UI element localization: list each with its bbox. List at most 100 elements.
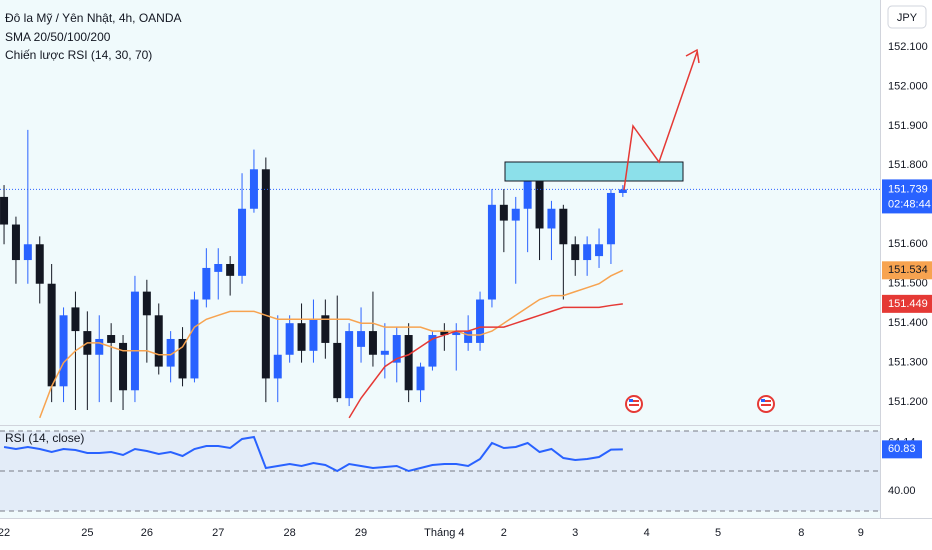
candle-body [273,354,282,379]
y-tick-label: 151.600 [888,238,928,250]
candle-body [523,181,532,209]
candle-body [95,338,104,355]
x-tick-label: 26 [141,527,153,539]
x-tick-label: 4 [644,527,650,539]
candle-body [547,208,556,229]
x-tick-label: 28 [284,527,296,539]
x-tick-label: 2 [501,527,507,539]
price-badge-label: 151.449 [888,298,928,310]
event-icon[interactable] [757,395,775,413]
candle-body [11,224,20,261]
candle-body [595,244,604,257]
candle-body [476,299,485,343]
candle-body [368,331,377,355]
candle-body [142,291,151,316]
rsi-badge [882,440,922,459]
y-tick-label: 151.400 [888,317,928,329]
zone-drawing [504,161,684,182]
candle-body [499,204,508,221]
candle-body [416,366,425,391]
candle-body [428,335,437,367]
x-tick-label: 22 [0,527,10,539]
candle-body [404,335,413,391]
candle-body [535,181,544,229]
price-badge [882,179,932,214]
chart-title: Đô la Mỹ / Yên Nhật, 4h, OANDA [5,11,182,25]
candle-body [23,244,32,261]
y-tick-label: 151.800 [888,159,928,171]
x-tick-label: 8 [798,527,804,539]
y-tick-label: 151.300 [888,357,928,369]
arrow-drawing [623,51,698,191]
price-badge-label: 151.739 [888,183,928,195]
candle-body [380,350,389,355]
x-tick-label: 5 [715,527,721,539]
candle-body [583,244,592,261]
candle-body [392,335,401,363]
y-tick-label: 40.00 [888,485,916,497]
candle-body [357,331,366,347]
indicator-label: SMA 20/50/100/200 [5,30,111,44]
candle-body [238,208,247,276]
candle-body [154,315,163,367]
rsi-title: RSI (14, close) [5,431,84,445]
y-tick-label: 151.200 [888,396,928,408]
x-tick-label: 27 [212,527,224,539]
x-tick-label: 25 [81,527,93,539]
candle-body [0,196,9,225]
candle-body [166,338,175,367]
candle-body [226,263,235,276]
candle-body [345,331,354,399]
currency-button[interactable] [887,5,927,29]
sma-line [39,269,624,419]
countdown: 02:48:44 [888,198,931,210]
candle-body [333,342,342,399]
x-tick-label: 9 [858,527,864,539]
currency-label[interactable]: JPY [897,12,918,24]
y-tick-label: 151.500 [888,278,928,290]
candle-body [119,342,128,391]
x-tick-label: 29 [355,527,367,539]
candle-body [249,169,258,209]
candle-body [559,208,568,245]
candle-body [297,323,306,351]
layer: 22 25 26 27 28 29 Tháng 4 2 3 4 5 8 9 151.200 151.300 1… [0,41,932,539]
candle-body [285,323,294,355]
price-badge-label: 151.534 [888,264,928,276]
event-icon[interactable] [625,395,643,413]
candle-body [130,291,139,391]
candle-body [35,244,44,284]
candle-body [440,331,449,336]
y-tick-label: 152.100 [888,41,928,53]
rsi-line [3,435,623,473]
candle-body [511,208,520,221]
candle-body [190,299,199,379]
x-tick-label: Tháng 4 [424,527,464,539]
indicator-label: Chiến lược RSI (14, 30, 70) [5,48,152,62]
candle-body [487,204,496,300]
price-badge [882,261,932,280]
candle-body [71,307,80,332]
candle-body [107,335,116,343]
candle-body [464,331,473,343]
candle-body [618,189,627,193]
x-tick-label: 3 [572,527,578,539]
candle-body [261,169,270,379]
y-tick-label: 151.900 [888,120,928,132]
candle-body [59,315,68,387]
y-tick-label: 152.000 [888,80,928,92]
price-badge [882,294,932,313]
candle-body [321,315,330,343]
rsi-badge-label: 60.83 [888,443,916,455]
candle-body [571,244,580,261]
candle-body [202,267,211,300]
arrow-head [685,48,700,64]
candle-body [178,338,187,379]
sma-line [348,303,623,419]
candle-body [214,263,223,272]
candle-body [452,331,461,336]
candle-body [309,319,318,351]
candle-body [606,192,615,245]
candle-body [47,283,56,387]
